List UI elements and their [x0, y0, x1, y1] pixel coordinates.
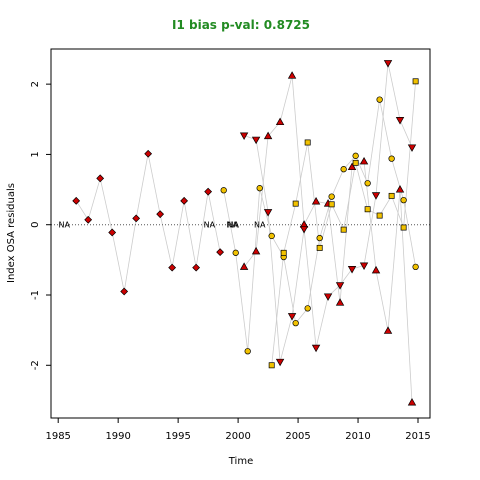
data-point-square	[292, 200, 299, 207]
data-point-triangle-down	[239, 132, 249, 140]
data-point-diamond	[144, 149, 153, 158]
data-point-circle	[256, 185, 263, 192]
x-tick-label: 1995	[165, 431, 190, 442]
data-point-diamond	[108, 228, 117, 237]
data-point-diamond	[120, 287, 129, 296]
data-point-square	[388, 192, 395, 199]
data-point-triangle-up	[407, 398, 417, 406]
data-point-triangle-up	[275, 117, 285, 126]
data-point-square	[352, 159, 359, 166]
data-point-triangle-down	[407, 144, 417, 152]
data-point-triangle-up	[251, 246, 261, 255]
data-point-circle	[364, 180, 371, 187]
data-point-circle	[220, 187, 227, 194]
x-tick-label: 1985	[45, 431, 70, 442]
data-point-triangle-down	[371, 192, 381, 200]
data-point-square	[280, 249, 287, 256]
data-point-triangle-up	[383, 326, 393, 334]
data-point-square	[304, 139, 311, 146]
data-points	[72, 60, 419, 406]
data-point-circle	[316, 234, 323, 242]
data-point-triangle-up	[371, 265, 381, 274]
data-point-square	[400, 224, 407, 231]
data-point-circle	[292, 319, 299, 327]
data-point-triangle-down	[359, 262, 369, 270]
data-point-triangle-up	[239, 262, 249, 270]
data-point-circle	[304, 305, 311, 312]
data-point-triangle-up	[287, 71, 297, 79]
data-point-diamond	[72, 196, 81, 205]
data-point-triangle-down	[299, 225, 309, 234]
data-point-triangle-down	[311, 344, 321, 353]
data-point-triangle-down	[287, 313, 297, 321]
data-point-triangle-up	[263, 131, 273, 140]
data-point-square	[316, 244, 323, 251]
data-point-circle	[376, 96, 383, 103]
data-point-square	[268, 362, 275, 369]
data-point-diamond	[216, 248, 225, 257]
data-point-square	[328, 201, 335, 208]
data-point-circle	[412, 263, 419, 271]
data-point-triangle-down	[263, 209, 273, 217]
data-point-circle	[232, 249, 239, 256]
y-tick-label: 2	[30, 81, 41, 87]
y-axis-label: Index OSA residuals	[6, 183, 17, 283]
data-point-circle	[400, 196, 407, 204]
data-point-circle	[328, 193, 335, 200]
x-tick-label: 2000	[225, 431, 250, 442]
data-point-square	[340, 226, 347, 233]
na-label: NA	[226, 221, 238, 230]
data-point-square	[412, 78, 419, 85]
data-point-triangle-down	[335, 282, 345, 290]
x-tick-label: 1990	[105, 431, 130, 442]
series-line-0	[75, 153, 221, 292]
y-tick-label: 1	[30, 151, 41, 157]
data-point-circle	[268, 232, 275, 240]
data-point-diamond	[156, 210, 165, 219]
data-point-diamond	[192, 263, 201, 272]
data-point-triangle-down	[251, 136, 261, 145]
x-axis: 1985 1990 1995 2000 2005 2010 2015	[45, 418, 431, 442]
chart-title: I1 bias p-val: 0.8725	[172, 18, 310, 32]
data-point-triangle-up	[347, 162, 357, 171]
data-point-diamond	[168, 263, 177, 272]
x-axis-label: Time	[228, 456, 253, 467]
data-point-square	[364, 206, 371, 213]
data-point-diamond	[180, 196, 189, 205]
series-line-1	[243, 75, 413, 403]
plot-frame	[50, 48, 431, 419]
data-point-circle	[388, 155, 395, 162]
data-point-diamond	[84, 215, 93, 224]
data-point-triangle-up	[359, 156, 369, 165]
data-point-circle	[244, 348, 251, 355]
data-point-circle	[340, 166, 347, 173]
na-label: NA	[204, 221, 216, 230]
data-point-diamond	[132, 214, 141, 223]
data-point-triangle-up	[335, 298, 345, 306]
data-point-diamond	[204, 187, 213, 196]
data-point-triangle-down	[383, 60, 393, 68]
y-tick-label: -1	[30, 290, 41, 300]
x-tick-label: 2015	[405, 431, 430, 442]
y-tick-label: 0	[30, 222, 41, 228]
x-tick-label: 2005	[285, 431, 310, 442]
na-label: NA	[58, 221, 70, 230]
data-point-diamond	[96, 174, 105, 183]
data-point-triangle-down	[275, 358, 285, 367]
na-label: NA	[254, 221, 266, 230]
na-label: NA	[228, 221, 240, 230]
data-point-circle	[352, 152, 359, 159]
y-axis: -2 -1 0 1 2	[30, 81, 51, 370]
data-point-square	[376, 212, 383, 219]
x-tick-label: 2010	[345, 431, 370, 442]
data-point-triangle-down	[347, 266, 357, 274]
data-point-triangle-up	[311, 197, 321, 205]
data-point-triangle-down	[395, 117, 405, 125]
data-point-triangle-down	[323, 293, 333, 301]
y-tick-label: -2	[30, 360, 41, 370]
data-point-triangle-up	[395, 185, 405, 193]
